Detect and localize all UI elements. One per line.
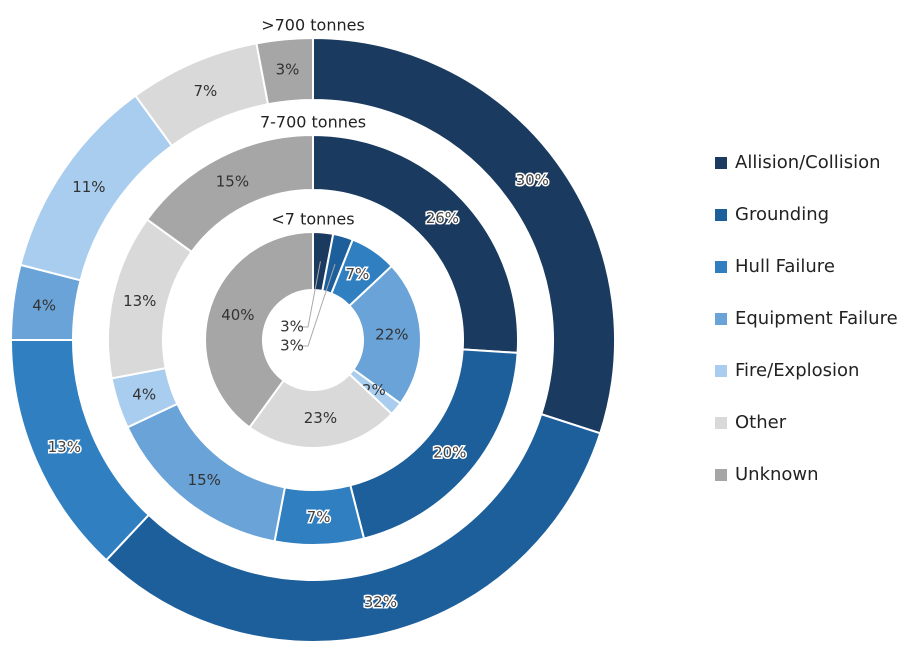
ring-title: 7-700 tonnes xyxy=(260,113,366,132)
legend-swatch xyxy=(715,365,727,377)
data-label: 30% xyxy=(516,171,549,189)
donut-segment xyxy=(255,36,314,106)
data-label: 26% xyxy=(426,209,459,227)
data-label: 13% xyxy=(123,292,156,310)
leader-line xyxy=(300,263,336,347)
donut-segment xyxy=(248,372,394,449)
donut-segment xyxy=(145,133,314,254)
data-label: 23% xyxy=(304,409,337,427)
data-label: 22% xyxy=(375,326,408,344)
data-label: 4% xyxy=(132,385,156,403)
data-label: 3% xyxy=(280,318,304,336)
legend-swatch xyxy=(715,209,727,221)
legend-label: Unknown xyxy=(735,464,819,485)
data-label: 4% xyxy=(32,297,56,315)
data-label: 32% xyxy=(364,593,397,611)
legend-swatch xyxy=(715,313,727,325)
data-label: 7% xyxy=(346,265,370,283)
data-label: 15% xyxy=(188,471,221,489)
data-label: 40% xyxy=(221,306,254,324)
legend-label: Grounding xyxy=(735,204,829,225)
legend-swatch xyxy=(715,417,727,429)
legend-swatch xyxy=(715,469,727,481)
donut-segment xyxy=(204,230,314,429)
legend-label: Equipment Failure xyxy=(735,308,898,329)
data-label: 15% xyxy=(216,172,249,190)
data-label: 11% xyxy=(72,178,105,196)
leader-line xyxy=(300,261,321,328)
data-label: 20% xyxy=(433,444,466,462)
donut-segment xyxy=(348,264,422,405)
ring-title: <7 tonnes xyxy=(271,210,354,229)
legend-swatch xyxy=(715,157,727,169)
data-label: 3% xyxy=(280,337,304,355)
data-label: 7% xyxy=(307,508,331,526)
ring-title: >700 tonnes xyxy=(261,16,365,35)
legend-label: Hull Failure xyxy=(735,256,835,277)
data-label: 7% xyxy=(193,82,217,100)
data-label: 13% xyxy=(48,438,81,456)
legend-label: Allision/Collision xyxy=(735,152,881,173)
legend-label: Fire/Explosion xyxy=(735,360,859,381)
legend-label: Other xyxy=(735,412,787,433)
data-label: 3% xyxy=(276,61,300,79)
legend-swatch xyxy=(715,261,727,273)
